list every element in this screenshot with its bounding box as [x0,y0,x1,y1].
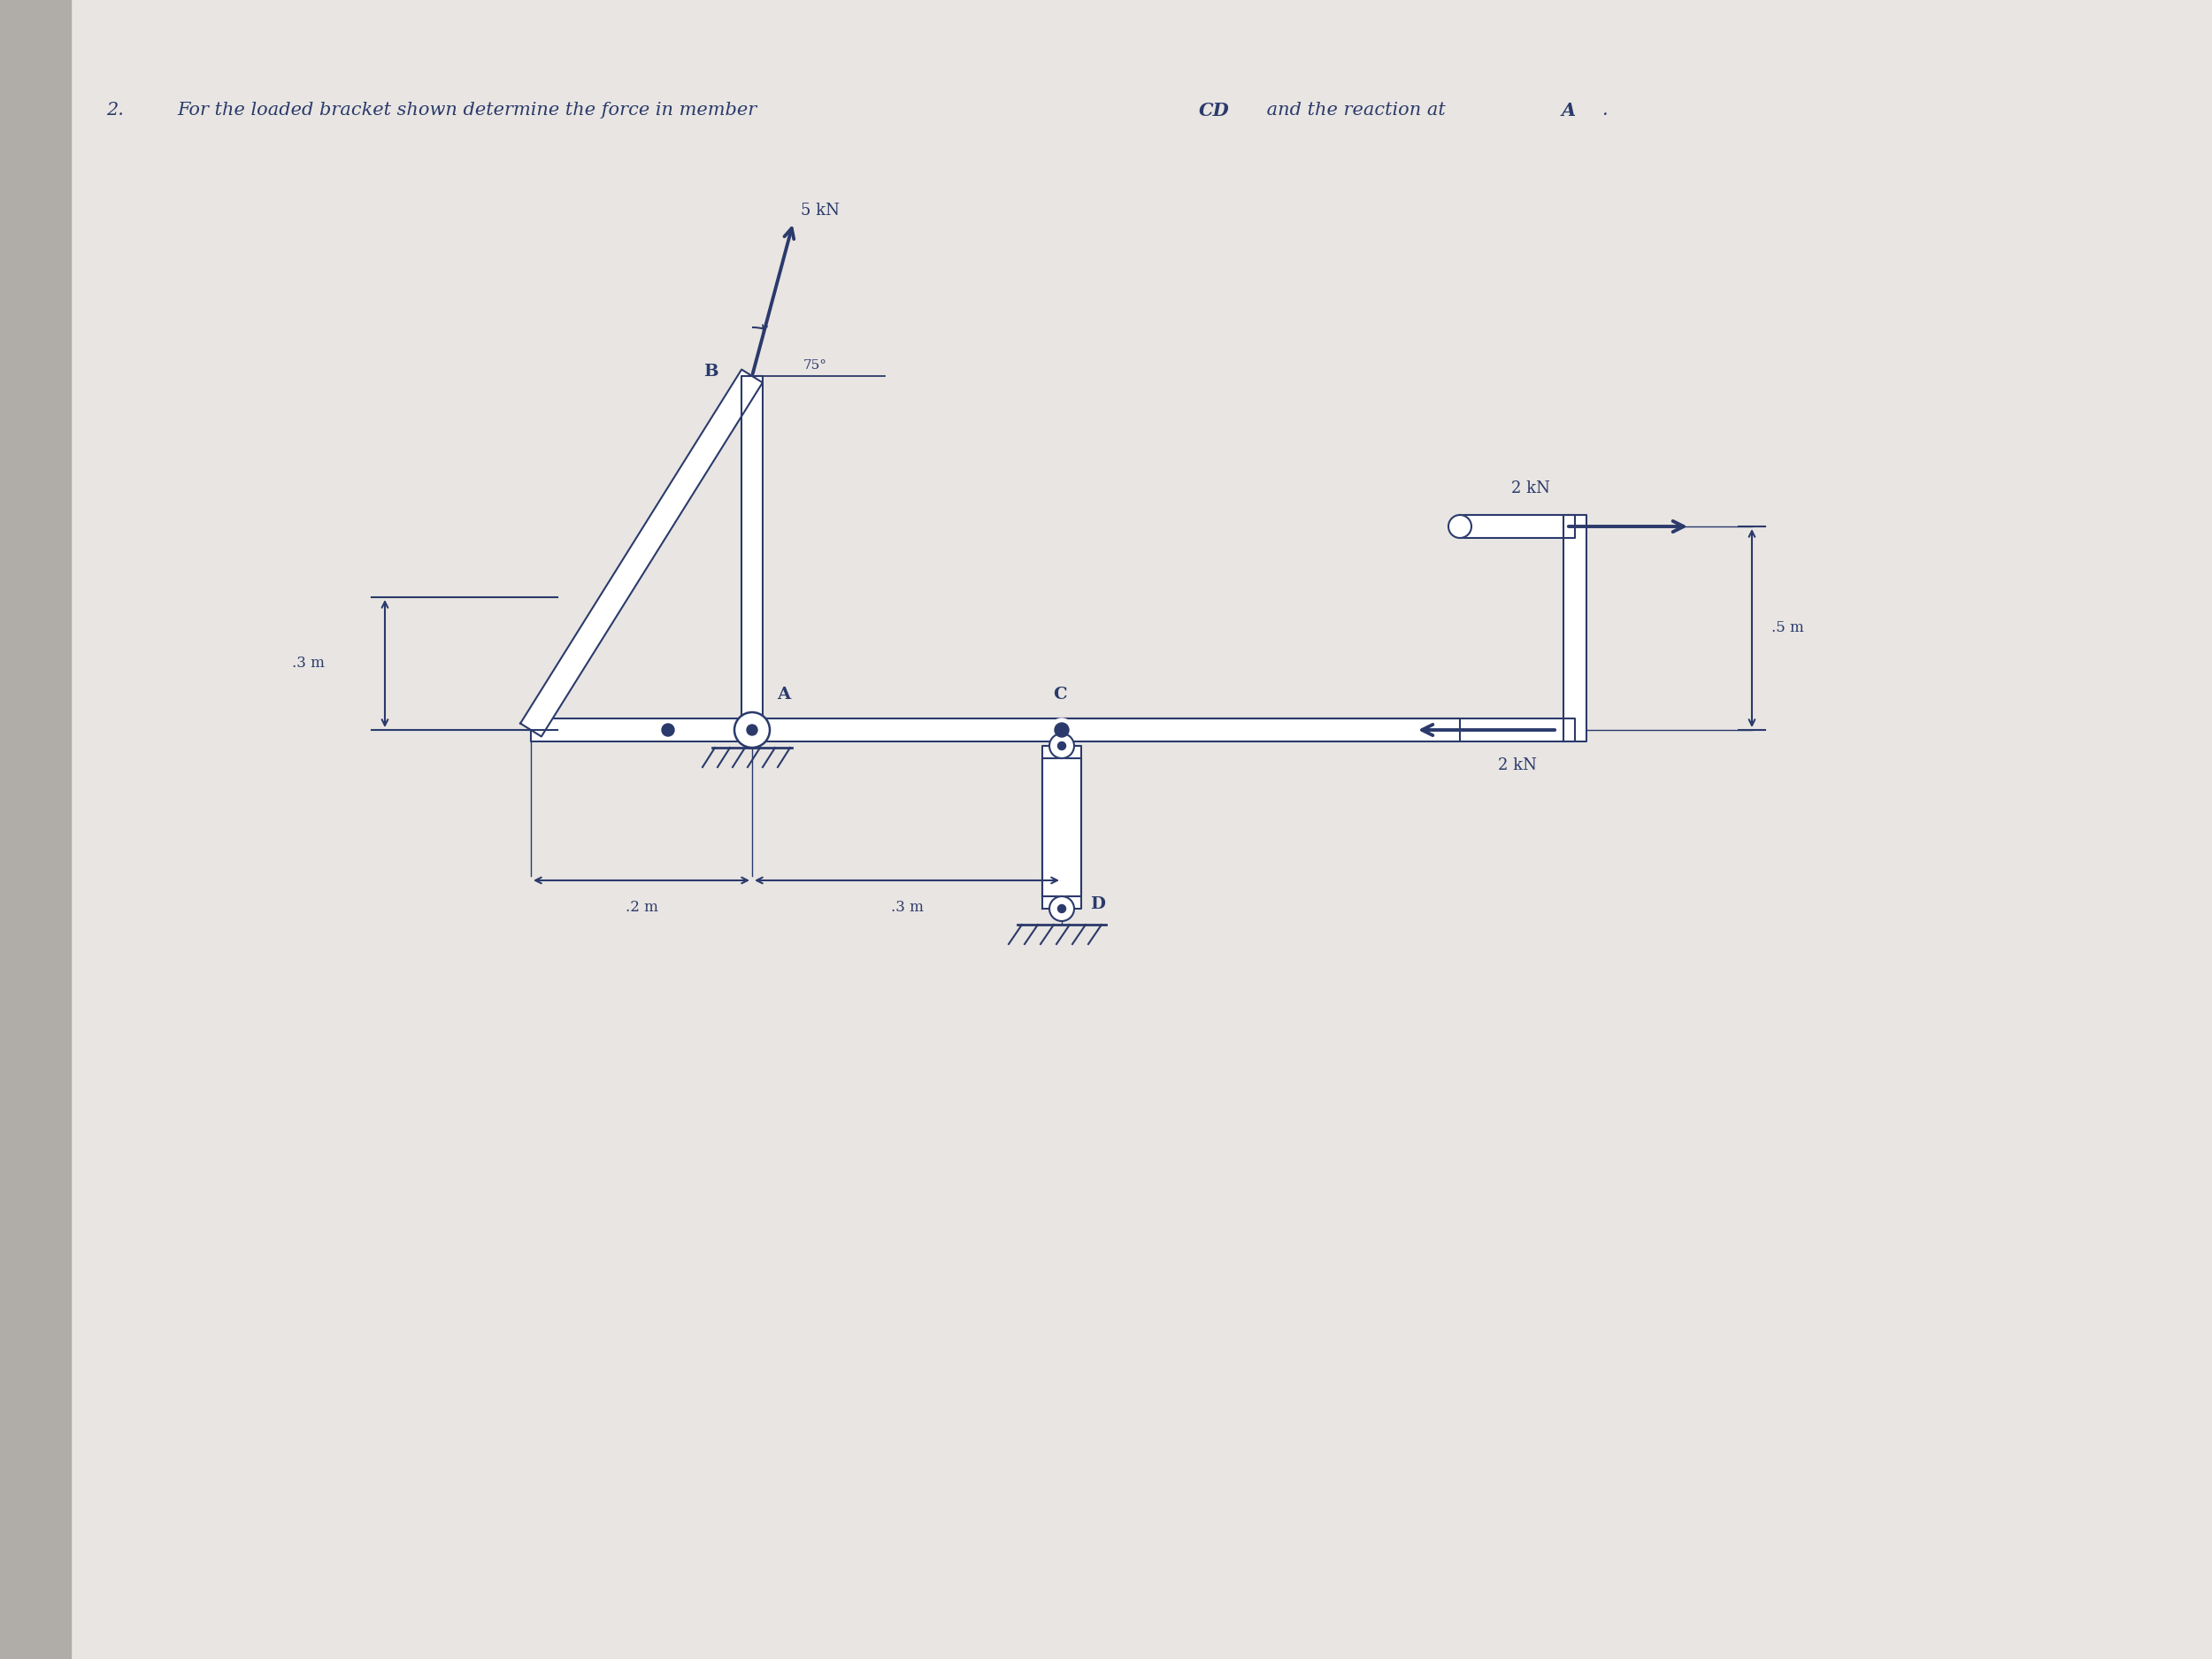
Text: For the loaded bracket shown determine the force in member: For the loaded bracket shown determine t… [177,101,763,118]
Text: 2 kN: 2 kN [1511,481,1551,496]
Text: .5 m: .5 m [1772,620,1805,635]
Polygon shape [531,718,1460,742]
Polygon shape [1062,718,1575,742]
Text: B: B [703,363,719,380]
Circle shape [1057,742,1066,750]
Polygon shape [741,377,763,730]
Text: 2 kN: 2 kN [1498,758,1537,773]
Circle shape [1055,723,1068,737]
Bar [0,0,71,1659]
Circle shape [661,723,675,737]
Text: .3 m: .3 m [891,899,922,914]
Polygon shape [1460,514,1575,538]
Text: and the reaction at: and the reaction at [1261,101,1451,118]
Circle shape [748,725,757,735]
Text: 5 kN: 5 kN [801,202,838,219]
Polygon shape [1042,758,1082,896]
Polygon shape [1042,747,1082,909]
Text: CD: CD [1199,101,1230,119]
Circle shape [1051,718,1073,742]
Polygon shape [1564,514,1586,742]
Text: 75°: 75° [803,360,827,372]
Text: C: C [1053,687,1066,702]
Circle shape [1057,904,1066,912]
Text: .3 m: .3 m [292,655,325,672]
Circle shape [1449,514,1471,538]
Text: .2 m: .2 m [626,899,657,914]
Circle shape [734,712,770,748]
Polygon shape [520,370,763,737]
Text: 2.: 2. [106,101,124,118]
Circle shape [1048,896,1075,921]
Text: D: D [1091,896,1106,912]
Text: A: A [776,687,790,702]
Circle shape [1048,733,1075,758]
Text: .: . [1601,101,1608,118]
Text: A: A [1562,101,1575,119]
